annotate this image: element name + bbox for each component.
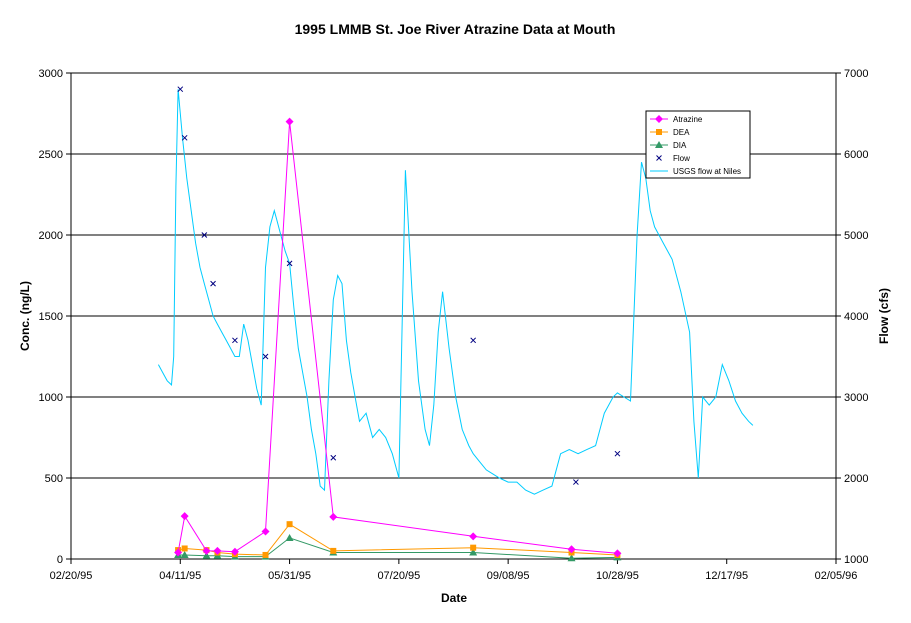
legend-item-atrazine: Atrazine — [650, 115, 703, 124]
y-tick-label: 0 — [57, 554, 63, 566]
point-flow — [286, 260, 293, 267]
series-line-atrazine — [177, 121, 618, 554]
legend-marker-dia — [655, 141, 663, 148]
point-atrazine — [469, 532, 478, 541]
x-tick-label: 09/08/95 — [487, 570, 530, 582]
chart-title: 1995 LMMB St. Joe River Atrazine Data at… — [295, 21, 616, 37]
point-flow — [614, 450, 621, 457]
legend-item-usgs-flow-at-niles: USGS flow at Niles — [650, 167, 741, 176]
y-axis-label: Conc. (ng/L) — [18, 281, 32, 351]
legend-marker-flow — [656, 155, 662, 161]
series-line-dea — [177, 523, 618, 556]
point-dia — [180, 550, 189, 558]
legend-label-dia: DIA — [673, 141, 687, 150]
x-tick-label: 07/20/95 — [377, 570, 420, 582]
point-flow — [470, 337, 477, 344]
y2-tick-label: 6000 — [844, 149, 868, 161]
y2-tick-label: 4000 — [844, 311, 868, 323]
point-flow — [573, 479, 579, 485]
point-flow — [181, 134, 188, 141]
point-dia — [285, 533, 294, 541]
point-atrazine — [180, 512, 189, 521]
y2-tick-label: 3000 — [844, 392, 868, 404]
point-atrazine — [613, 549, 622, 558]
x-tick-label: 05/31/95 — [268, 570, 311, 582]
point-atrazine — [329, 512, 338, 521]
y-tick-label: 500 — [45, 473, 63, 485]
point-dea — [181, 545, 188, 552]
y2-axis-label: Flow (cfs) — [877, 288, 891, 344]
legend-label-atrazine: Atrazine — [673, 115, 703, 124]
series-usgs-flow-at-niles — [157, 89, 754, 495]
x-tick-label: 12/17/95 — [705, 570, 748, 582]
legend-label-dea: DEA — [673, 128, 690, 137]
series-atrazine — [174, 117, 622, 558]
legend-item-dea: DEA — [650, 128, 690, 137]
point-dea — [330, 547, 337, 554]
series-flow — [177, 86, 621, 485]
point-flow — [262, 353, 269, 360]
y2-tick-label: 2000 — [844, 473, 868, 485]
legend-label-usgs-flow-at-niles: USGS flow at Niles — [673, 167, 741, 176]
y-tick-label: 1000 — [39, 392, 63, 404]
x-tick-label: 04/11/95 — [159, 570, 201, 582]
point-dea — [286, 521, 293, 528]
x-tick-label: 02/05/96 — [815, 570, 858, 582]
point-atrazine — [230, 547, 239, 556]
y-tick-label: 2500 — [39, 149, 63, 161]
point-flow — [201, 232, 208, 238]
point-atrazine — [213, 546, 222, 555]
y-tick-label: 3000 — [39, 68, 63, 80]
x-tick-label: 10/28/95 — [596, 570, 639, 582]
point-atrazine — [285, 117, 294, 126]
legend-marker-atrazine — [655, 115, 663, 123]
point-atrazine — [261, 527, 270, 536]
point-flow — [232, 337, 238, 344]
point-dea — [262, 551, 269, 558]
y2-tick-label: 1000 — [844, 554, 868, 566]
y-tick-label: 2000 — [39, 230, 63, 242]
legend-item-flow: Flow — [656, 154, 690, 163]
axes: 0 500 1000 1500 2000 2500 3000 1000 2000 3000 4000… — [39, 68, 869, 582]
point-atrazine — [202, 546, 211, 555]
x-axis-label: Date — [441, 591, 467, 605]
point-atrazine — [567, 545, 576, 554]
series-line-dia — [178, 537, 618, 559]
legend-label-flow: Flow — [673, 154, 690, 163]
y2-tick-label: 7000 — [844, 68, 868, 80]
legend-item-dia: DIA — [650, 141, 687, 150]
legend: Atrazine DEA DIA Flow USGS flow at Niles — [645, 110, 751, 179]
legend-marker-dea — [656, 129, 662, 135]
y-tick-label: 1500 — [39, 311, 63, 323]
point-dea — [470, 544, 477, 551]
x-tick-label: 02/20/95 — [50, 570, 93, 582]
point-flow — [177, 86, 184, 93]
point-atrazine — [174, 548, 183, 557]
point-flow — [210, 280, 216, 287]
series-line-usgs-flow-at-niles — [157, 89, 754, 495]
y2-tick-label: 5000 — [844, 230, 868, 242]
point-dia — [202, 551, 211, 559]
point-flow — [330, 454, 337, 461]
point-dia — [567, 554, 576, 562]
series-layer — [157, 86, 754, 562]
point-dia — [469, 548, 478, 556]
